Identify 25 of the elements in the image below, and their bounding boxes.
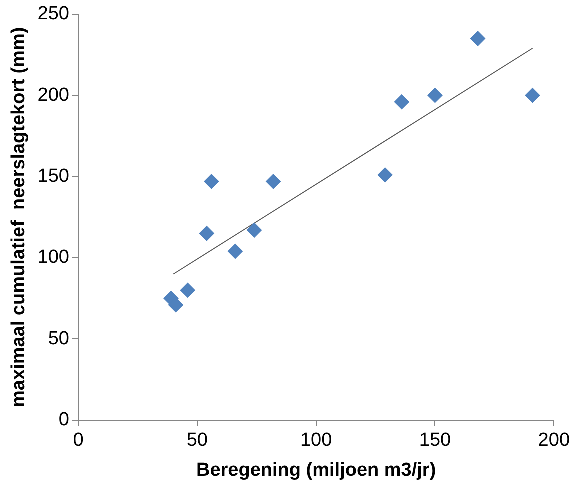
y-tick-label: 250 bbox=[38, 4, 70, 25]
point bbox=[168, 298, 184, 313]
point bbox=[525, 88, 540, 104]
x-tick-label: 0 bbox=[73, 430, 84, 452]
x-tick-label: 200 bbox=[538, 430, 570, 452]
y-tick-label: 200 bbox=[38, 84, 70, 106]
y-tick-label: 0 bbox=[58, 410, 70, 431]
point bbox=[199, 226, 214, 242]
y-axis-title: maximaal cumulatief neerslagtekort (mm) bbox=[8, 27, 30, 408]
point bbox=[428, 88, 443, 104]
point bbox=[204, 174, 220, 190]
x-tick-label: 150 bbox=[419, 430, 452, 452]
point bbox=[228, 244, 243, 260]
point bbox=[266, 174, 282, 190]
point bbox=[246, 222, 262, 238]
x-axis-title: Beregening (miljoen m3/jr) bbox=[196, 460, 436, 481]
x-tick-label: 100 bbox=[300, 430, 332, 452]
y-tick-label: 50 bbox=[48, 328, 70, 350]
point bbox=[394, 94, 410, 110]
y-tick-label: 150 bbox=[38, 166, 70, 188]
y-tick-label: 100 bbox=[38, 247, 70, 268]
point bbox=[378, 168, 393, 183]
point bbox=[470, 31, 486, 46]
x-tick-label: 50 bbox=[186, 430, 208, 452]
point bbox=[180, 282, 196, 298]
